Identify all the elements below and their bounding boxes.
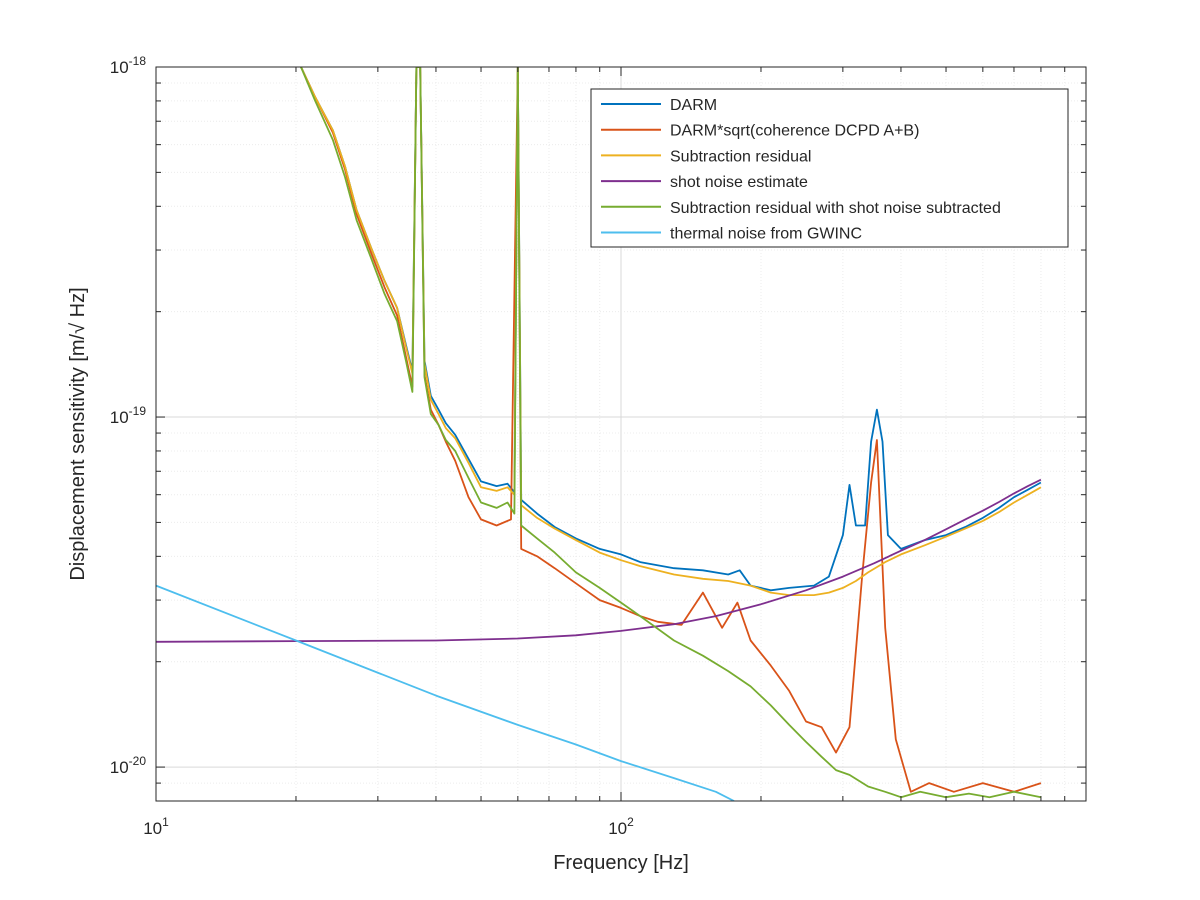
legend-items: DARM DARM*sqrt(coherence DCPD A+B) Subtrac…: [601, 97, 1001, 243]
tick-marks: [155, 67, 1086, 802]
y-axis-label: Displacement sensitivity [m/√ Hz]: [67, 287, 89, 580]
series-line-5: [300, 67, 1042, 799]
y-tick-label: 10-20: [110, 754, 147, 777]
tick-labels: 101 102 10-20 10-19 10-18: [110, 54, 634, 838]
legend-label: DARM*sqrt(coherence DCPD A+B): [670, 123, 919, 140]
legend-label: Subtraction residual: [670, 148, 811, 165]
legend-label: DARM: [670, 97, 717, 114]
series-layer: [156, 67, 1042, 801]
series-line-6: [156, 584, 735, 801]
legend: DARM DARM*sqrt(coherence DCPD A+B) Subtrac…: [590, 88, 1069, 248]
legend-label: thermal noise from GWINC: [670, 226, 862, 243]
series-line-2: [300, 67, 1042, 793]
legend-box: [590, 88, 1069, 248]
x-tick-label: 101: [143, 815, 169, 838]
legend-label: Subtraction residual with shot noise sub…: [670, 200, 1001, 217]
series-line-4: [156, 478, 1042, 643]
series-line-3: [300, 67, 1042, 596]
x-axis-label: Frequency [Hz]: [553, 852, 689, 874]
x-tick-label: 102: [608, 815, 634, 838]
legend-label: shot noise estimate: [670, 174, 808, 191]
y-tick-label: 10-19: [110, 404, 147, 427]
y-tick-label: 10-18: [110, 54, 147, 77]
